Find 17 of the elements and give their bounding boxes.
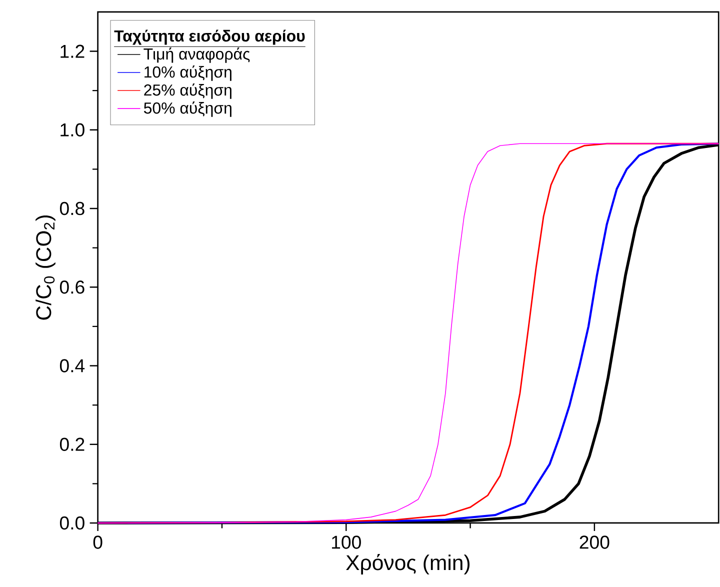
legend-label: 10% αύξηση bbox=[144, 66, 232, 81]
legend-label: 25% αύξηση bbox=[144, 84, 232, 99]
legend-label: 50% αύξηση bbox=[144, 102, 232, 117]
x-tick-label: 200 bbox=[580, 536, 610, 549]
y-tick-label: 0.2 bbox=[60, 438, 84, 452]
x-tick-label: 0 bbox=[93, 536, 102, 549]
y-tick-label: 0.6 bbox=[60, 280, 84, 294]
legend-title: Ταχύτητα εισόδου αερίου bbox=[114, 30, 305, 45]
legend-label: Τιμή αναφοράς bbox=[144, 48, 250, 63]
y-tick-label: 0.4 bbox=[60, 359, 85, 372]
y-tick-label: 0.0 bbox=[60, 516, 84, 530]
x-tick-label: 100 bbox=[332, 536, 361, 549]
y-tick-label: 0.8 bbox=[60, 202, 84, 216]
y-axis-title: C/C$_{0}$ (CO$_{2}$) bbox=[36, 216, 56, 320]
x-axis-title: Χρόνος (min) bbox=[346, 554, 470, 575]
y-tick-label: 1.2 bbox=[60, 44, 84, 58]
y-tick-label: 1.0 bbox=[60, 123, 84, 137]
